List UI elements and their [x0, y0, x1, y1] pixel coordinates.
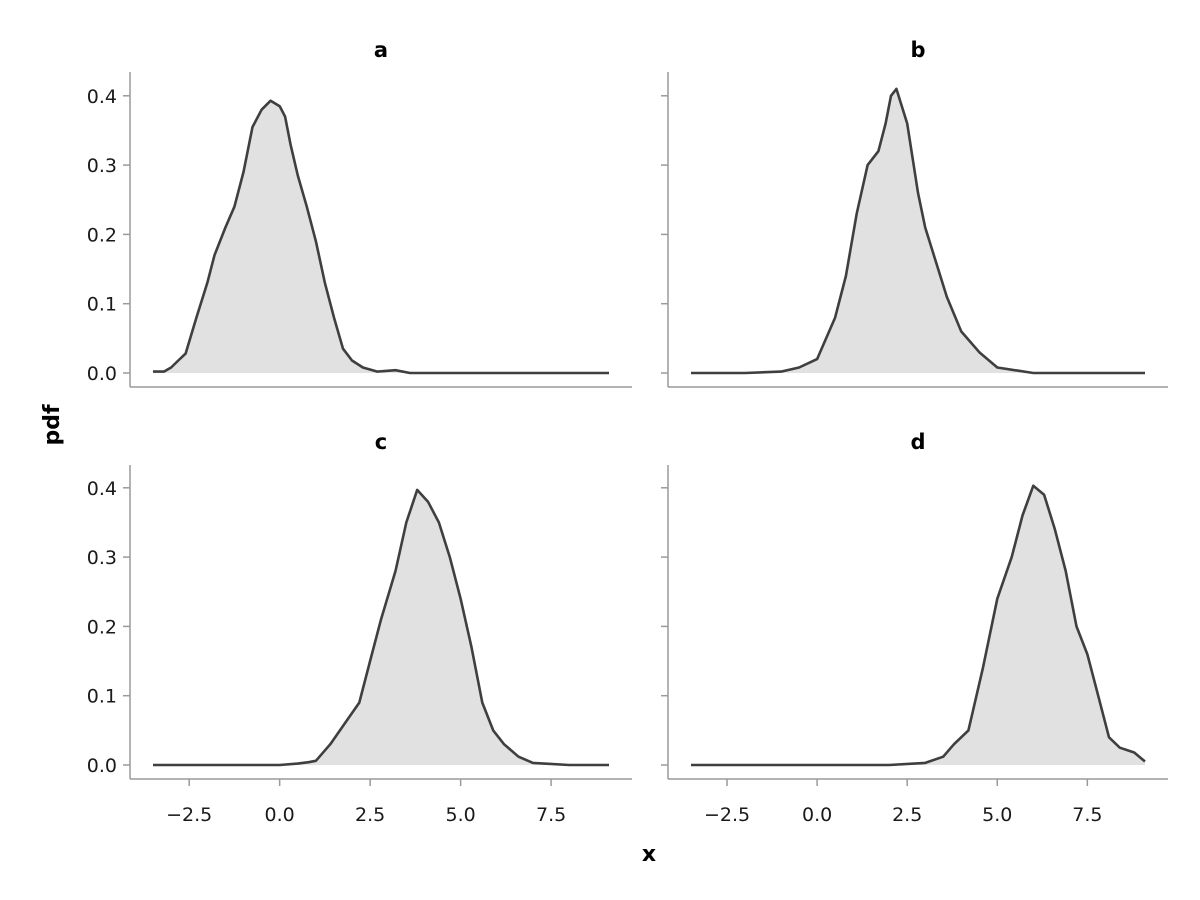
- density-curve-c: [153, 488, 609, 767]
- panels: a 0.0 0.1 0.2 0.3 0.4 b c 0.0 0.1 0.2 0.3 0.4 −2.5 0.0…: [87, 38, 1168, 826]
- x-tick-label: 0.0: [265, 804, 295, 826]
- x-tick-label: 2.5: [892, 804, 922, 826]
- x-tick-label: 7.5: [1072, 804, 1102, 826]
- x-tick-label: 5.0: [446, 804, 476, 826]
- x-tick-label: 2.5: [355, 804, 385, 826]
- y-tick-label: 0.2: [87, 616, 117, 638]
- x-tick-label: 0.0: [802, 804, 832, 826]
- x-axis-label: x: [642, 842, 656, 867]
- density-area-c: [153, 489, 609, 765]
- panel-title-c: c: [375, 430, 387, 454]
- density-area-a: [153, 100, 609, 373]
- density-area-d: [691, 485, 1145, 765]
- density-area-b: [691, 88, 1145, 374]
- y-tick-label: 0.4: [87, 478, 117, 500]
- x-tick-label: −2.5: [704, 804, 750, 826]
- y-tick-label: 0.3: [87, 155, 117, 177]
- panel-c: c 0.0 0.1 0.2 0.3 0.4 −2.5 0.0 2.5 5.0 7.5: [87, 430, 632, 826]
- y-tick-label: 0.1: [87, 294, 117, 316]
- density-curve-b: [691, 87, 1145, 375]
- panel-b: b: [661, 38, 1168, 388]
- x-tick-label: 5.0: [982, 804, 1012, 826]
- y-axis-label: pdf: [40, 404, 65, 445]
- y-tick-label: 0.0: [87, 755, 117, 777]
- x-tick-label: 7.5: [536, 804, 566, 826]
- y-tick-label: 0.4: [87, 86, 117, 108]
- panel-title-a: a: [374, 38, 388, 62]
- panel-a: a 0.0 0.1 0.2 0.3 0.4: [87, 38, 632, 388]
- density-curve-a: [153, 99, 609, 375]
- panel-d: d −2.5 0.0 2.5 5.0 7.5: [661, 430, 1168, 826]
- y-tick-label: 0.0: [87, 363, 117, 385]
- y-tick-label: 0.2: [87, 224, 117, 246]
- panel-title-d: d: [910, 430, 925, 454]
- density-curve-d: [691, 484, 1146, 767]
- y-tick-label: 0.1: [87, 686, 117, 708]
- panel-title-b: b: [910, 38, 925, 62]
- x-tick-label: −2.5: [166, 804, 212, 826]
- y-tick-label: 0.3: [87, 547, 117, 569]
